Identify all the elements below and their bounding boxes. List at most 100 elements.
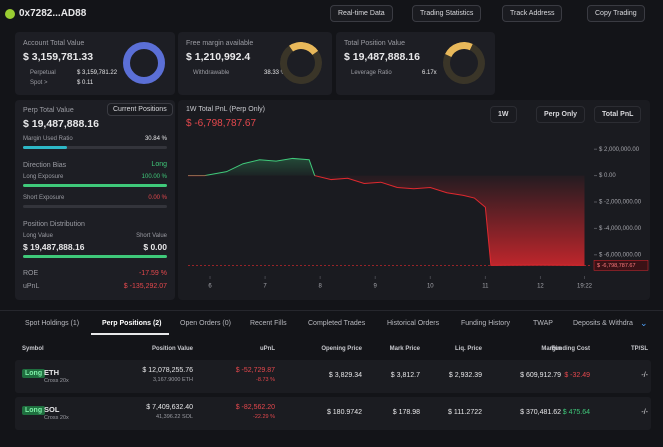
long-label: Long Exposure (23, 174, 64, 180)
cell: $ 370,481.62 (520, 409, 561, 416)
upnl-value: $ -135,292.07 (123, 283, 167, 290)
item-label: Perpetual (30, 70, 56, 76)
cell: $ 12,078,255.76 (142, 367, 193, 374)
chart-control[interactable]: Total PnL (594, 106, 642, 123)
y-tick-label: $ 2,000,000.00 (599, 147, 640, 153)
long-bar (23, 184, 167, 187)
pnl-line (188, 157, 585, 266)
cell: 41,396.22 SOL (155, 414, 193, 420)
cell: 3,167.9000 ETH (152, 377, 193, 383)
y-tick-label: $ -6,000,000.00 (599, 252, 642, 258)
cell: $ 178.98 (392, 409, 420, 416)
summary-card: Free margin available $ 1,210,992.4 Withdr… (178, 32, 332, 95)
cell: -8.73 % (256, 377, 275, 383)
margin-mode: Cross 20x (44, 415, 69, 421)
card-title: Account Total Value (23, 40, 85, 47)
card-value: $ 19,487,888.16 (344, 51, 420, 63)
address: 0x7282...AD88 (19, 8, 87, 19)
summary-card: Account Total Value $ 3,159,781.33 Perpetu… (15, 32, 175, 95)
cell: $ 609,912.79 (520, 372, 561, 379)
short-amount: $ 0.00 (143, 242, 167, 252)
card-value: $ 3,159,781.33 (23, 51, 94, 63)
tab[interactable]: Open Orders (0) (180, 320, 231, 327)
tab[interactable]: TWAP (533, 320, 553, 327)
column-header: Funding Cost (551, 346, 590, 352)
cell: $ 180.9742 (326, 409, 362, 416)
area-fill (188, 158, 585, 266)
symbol: ETH (44, 368, 59, 377)
x-tick-label: 8 (318, 284, 322, 290)
item-value: $ 0.11 (77, 80, 94, 86)
column-header: Symbol (22, 346, 44, 352)
margin-mode: Cross 20x (44, 378, 69, 384)
x-tick-label: 7 (263, 284, 267, 290)
item-value: 6.17x (422, 70, 437, 76)
distribution-bar (23, 255, 167, 258)
y-tick-label: $ -2,000,000.00 (599, 200, 642, 206)
tab[interactable]: Completed Trades (308, 320, 366, 327)
item-label: Spot > (30, 80, 48, 86)
header-button[interactable]: Trading Statistics (412, 5, 482, 22)
tab[interactable]: Historical Orders (387, 320, 440, 327)
column-header: Position Value (151, 346, 193, 352)
tab[interactable]: Spot Holdings (1) (25, 320, 80, 327)
cell: -/- (641, 372, 648, 379)
table-row (15, 360, 651, 393)
chart-control[interactable]: 1W (490, 106, 517, 123)
chart-control[interactable]: Perp Only (536, 106, 586, 123)
active-tab-underline (91, 333, 169, 335)
cell: $ 111.2722 (448, 409, 482, 416)
x-tick-label: 6 (208, 284, 212, 290)
perp-value: $ 19,487,888.16 (23, 118, 99, 130)
cell: $ 3,812.7 (390, 372, 420, 379)
tab[interactable]: Recent Fills (250, 320, 287, 327)
column-header: Liq. Price (454, 346, 482, 352)
tab[interactable]: Funding History (461, 320, 511, 327)
card-title: Free margin available (186, 40, 254, 47)
pnl-chart: $ 2,000,000.00 $ 0.00 $ -2,000,000.00 $ -4,… (188, 147, 649, 290)
short-value: 0.00 % (148, 195, 167, 201)
long-value: 100.00 % (141, 174, 167, 180)
table-row (15, 397, 651, 430)
tabs-expand[interactable]: ⌄ (640, 318, 648, 328)
margin-value: 30.84 % (144, 136, 167, 142)
x-tick-label: 11 (482, 284, 489, 290)
roe-value: -17.59 % (138, 270, 167, 277)
y-tick-label: $ -4,000,000.00 (599, 226, 642, 232)
column-header: TP/SL (630, 346, 648, 352)
tab[interactable]: Deposits & Withdra (573, 320, 633, 327)
dist-title: Position Distribution (23, 221, 85, 228)
column-header: uPnL (260, 346, 275, 352)
perp-title: Perp Total Value (23, 107, 74, 114)
item-label: Withdrawable (193, 70, 230, 76)
column-header: Mark Price (389, 346, 420, 352)
margin-label: Margin Used Ratio (23, 136, 73, 142)
x-tick-label: 10 (427, 284, 434, 290)
x-tick-label: 9 (374, 284, 378, 290)
header-button[interactable]: Copy Trading (587, 5, 645, 22)
header-button[interactable]: Real-time Data (330, 5, 393, 22)
column-header: Opening Price (321, 346, 362, 352)
x-tick-label: 12 (537, 284, 544, 290)
divider (0, 310, 663, 311)
cell: $ -32.49 (564, 372, 590, 379)
current-positions-button[interactable]: Current Positions (107, 103, 173, 116)
short-label: Short Exposure (23, 195, 65, 201)
column-header: Margin (541, 346, 561, 352)
header-button[interactable]: Track Address (502, 5, 563, 22)
symbol: SOL (44, 405, 60, 414)
cell: -/- (641, 409, 648, 416)
card-title: Total Position Value (344, 40, 405, 47)
donut (276, 38, 326, 88)
avatar (5, 9, 15, 19)
cell: $ 3,829.34 (328, 372, 362, 379)
margin-track (23, 146, 167, 149)
tab[interactable]: Perp Positions (2) (102, 320, 162, 327)
long-value-label: Long Value (23, 233, 53, 239)
chart-title: 1W Total PnL (Perp Only) (186, 106, 265, 113)
side-badge: Long (22, 406, 46, 415)
cell: -22.29 % (252, 414, 275, 420)
cell: $ 7,409,632.40 (146, 404, 193, 411)
cell: $ -82,562.20 (235, 404, 275, 411)
